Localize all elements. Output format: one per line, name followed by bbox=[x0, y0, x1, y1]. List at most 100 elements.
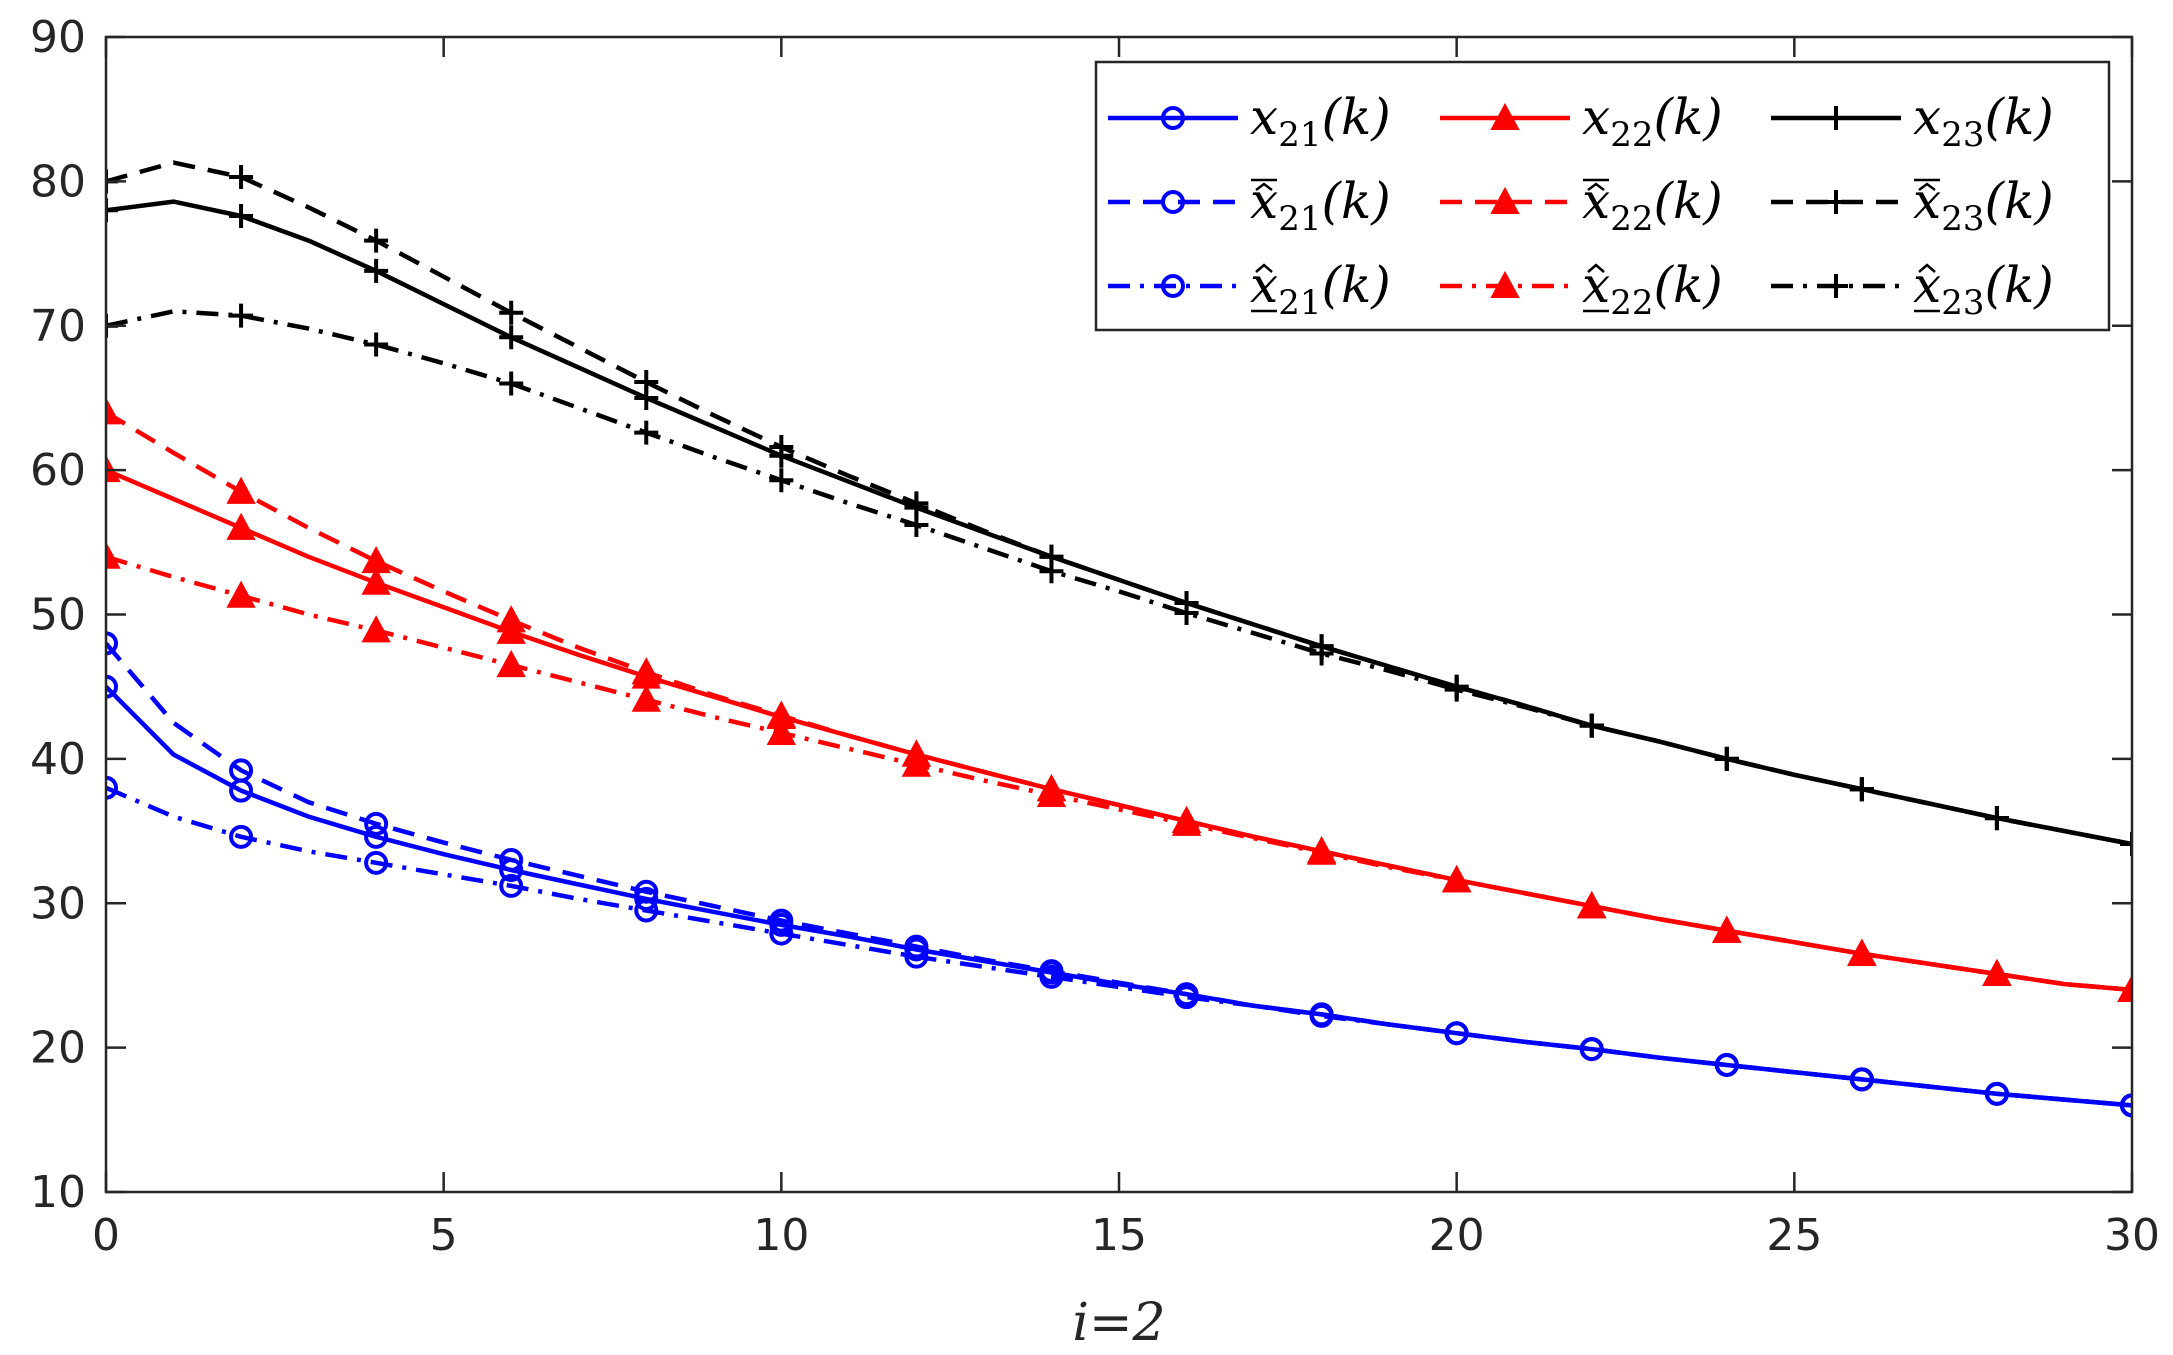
legend-hat bbox=[1918, 182, 1936, 191]
data-point bbox=[229, 303, 254, 328]
legend-label: x22(k) bbox=[1582, 172, 1723, 239]
data-point bbox=[1982, 958, 2012, 987]
legend-entry-6: x22(k) bbox=[1440, 256, 1723, 323]
data-point bbox=[1039, 964, 1064, 989]
legend-marker bbox=[1161, 106, 1185, 130]
axes-layer: 0 5 10 15 20 25 30 10 20 30 40 50 60 70 80 90 bbox=[30, 12, 2160, 1261]
data-point bbox=[361, 567, 391, 595]
data-point bbox=[106, 631, 118, 656]
data-point bbox=[106, 397, 121, 425]
data-point bbox=[901, 749, 932, 777]
data-point bbox=[106, 198, 118, 223]
data-point bbox=[769, 468, 794, 493]
data-point bbox=[229, 758, 254, 783]
data-point bbox=[2120, 832, 2132, 857]
data-point bbox=[226, 580, 256, 608]
y-tick-label: 50 bbox=[30, 590, 86, 641]
data-point bbox=[364, 332, 389, 357]
y-tick-label: 70 bbox=[30, 301, 86, 352]
legend-marker bbox=[1161, 274, 1185, 298]
data-point bbox=[496, 605, 526, 633]
data-point bbox=[1171, 808, 1202, 836]
x-axis-label: i=2 bbox=[1072, 1293, 1165, 1353]
data-point bbox=[499, 847, 524, 872]
data-point bbox=[631, 684, 661, 712]
data-point bbox=[1036, 779, 1067, 808]
data-point bbox=[1849, 777, 1874, 802]
x-tick-label: 25 bbox=[1766, 1210, 1822, 1261]
data-point bbox=[499, 300, 524, 325]
y-tick-label: 20 bbox=[30, 1023, 86, 1074]
legend-hat bbox=[1918, 263, 1936, 273]
legend-entry-4: x22(k) bbox=[1440, 88, 1723, 155]
x-tick-label: 30 bbox=[2104, 1210, 2160, 1261]
legend-marker bbox=[1161, 190, 1185, 214]
legend-label: x23(k) bbox=[1913, 88, 2054, 155]
data-point bbox=[904, 944, 929, 969]
legend-marker bbox=[1490, 102, 1520, 131]
series-3 bbox=[106, 775, 2132, 1118]
legend-marker bbox=[1490, 270, 1520, 299]
x-tick-label: 0 bbox=[92, 1210, 120, 1261]
y-tick-label: 90 bbox=[30, 12, 86, 63]
legend-marker bbox=[1824, 106, 1848, 130]
data-point bbox=[631, 657, 661, 685]
data-point bbox=[1579, 1037, 1604, 1062]
data-point bbox=[2117, 974, 2132, 1002]
series-6 bbox=[106, 541, 2132, 1002]
legend-hat bbox=[1255, 263, 1273, 273]
legend-marker bbox=[1824, 190, 1848, 214]
data-point bbox=[1714, 1052, 1739, 1077]
series-layer bbox=[106, 160, 2132, 1118]
legend-hat bbox=[1587, 263, 1605, 273]
data-point bbox=[1579, 713, 1604, 738]
data-point bbox=[1444, 677, 1469, 702]
data-point bbox=[229, 824, 254, 849]
legend-label: x23(k) bbox=[1913, 256, 2054, 323]
data-point bbox=[229, 204, 254, 229]
data-point bbox=[499, 325, 524, 350]
data-point bbox=[364, 850, 389, 875]
y-tick-label: 30 bbox=[30, 878, 86, 929]
data-point bbox=[496, 649, 526, 678]
y-tick-label: 40 bbox=[30, 734, 86, 785]
legend: x21(k) x21(k) x21(k) x22(k) x22(k) x22(k) x23(… bbox=[1094, 60, 2111, 332]
data-point bbox=[1577, 891, 1607, 919]
legend-entry-2: x21(k) bbox=[1108, 172, 1391, 239]
series-line bbox=[106, 410, 2132, 993]
data-point bbox=[1714, 746, 1739, 771]
y-tick-label: 60 bbox=[30, 445, 86, 496]
legend-entry-8: x23(k) bbox=[1771, 172, 2054, 239]
legend-entry-5: x22(k) bbox=[1440, 172, 1723, 239]
data-point bbox=[1174, 985, 1199, 1010]
series-line bbox=[106, 785, 2132, 1108]
data-point bbox=[361, 545, 391, 574]
legend-label: x23(k) bbox=[1913, 172, 2054, 239]
data-point bbox=[226, 512, 256, 540]
data-point bbox=[1441, 865, 1472, 893]
data-point bbox=[1847, 938, 1877, 966]
legend-hat bbox=[1255, 182, 1273, 191]
data-point bbox=[364, 228, 389, 253]
data-point bbox=[106, 541, 121, 569]
legend-label: x22(k) bbox=[1582, 88, 1723, 155]
series-line bbox=[106, 554, 2132, 993]
x-tick-label: 5 bbox=[430, 1210, 458, 1261]
data-point bbox=[1712, 915, 1742, 943]
data-point bbox=[364, 811, 389, 836]
data-point bbox=[904, 491, 929, 516]
series-9 bbox=[106, 303, 2132, 857]
data-point bbox=[634, 420, 659, 445]
data-point bbox=[1849, 1067, 1874, 1092]
data-point bbox=[106, 775, 118, 800]
legend-label: x21(k) bbox=[1250, 256, 1391, 323]
y-tick-label: 80 bbox=[30, 156, 86, 207]
legend-entry-7: x23(k) bbox=[1771, 88, 2054, 155]
data-point bbox=[634, 898, 659, 923]
data-point bbox=[1984, 806, 2009, 831]
legend-entry-3: x21(k) bbox=[1108, 256, 1391, 323]
data-point bbox=[766, 717, 797, 745]
data-point bbox=[229, 165, 254, 190]
legend-entry-9: x23(k) bbox=[1771, 256, 2054, 323]
